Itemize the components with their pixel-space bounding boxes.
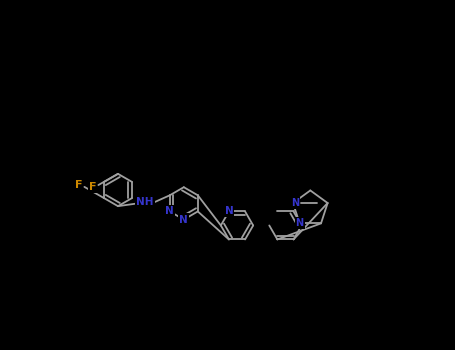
Text: N: N — [179, 215, 188, 225]
Text: F: F — [89, 182, 96, 192]
Text: N: N — [224, 206, 233, 216]
Text: N: N — [291, 198, 299, 208]
Text: N: N — [296, 218, 303, 228]
Text: N: N — [166, 206, 174, 216]
Text: NH: NH — [136, 197, 153, 207]
Text: F: F — [75, 180, 82, 190]
